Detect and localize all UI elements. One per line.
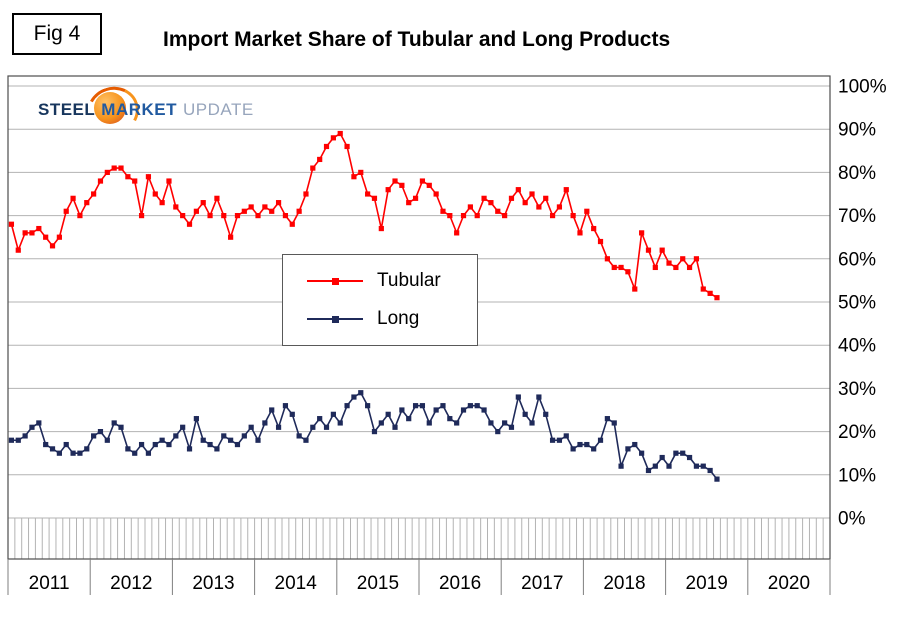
fig-label-box: Fig 4 <box>12 13 102 55</box>
svg-text:2018: 2018 <box>603 573 645 594</box>
chart-canvas: 2011 2012 2013 2014 2015 2016 2017 2018 2019 2020… <box>7 75 887 595</box>
legend-item-tubular: Tubular <box>307 270 477 292</box>
chart-area: 2011 2012 2013 2014 2015 2016 2017 2018 2019 2020… <box>0 62 897 622</box>
smu-logo: STEEL MARKET UPDATE <box>38 92 254 128</box>
svg-text:2017: 2017 <box>521 573 563 594</box>
svg-text:20%: 20% <box>838 422 876 443</box>
svg-text:2014: 2014 <box>275 573 318 594</box>
svg-text:10%: 10% <box>838 465 876 486</box>
svg-text:2012: 2012 <box>110 573 152 594</box>
chart-legend: Tubular Long <box>282 254 478 346</box>
tubular-line-marker-icon <box>307 278 363 285</box>
legend-item-long: Long <box>307 308 477 330</box>
logo-text-update: UPDATE <box>183 100 254 119</box>
svg-text:80%: 80% <box>838 163 876 184</box>
fig-label: Fig 4 <box>33 22 81 45</box>
svg-text:60%: 60% <box>838 249 876 270</box>
svg-text:2020: 2020 <box>768 573 810 594</box>
logo-swirl-icon <box>94 92 126 124</box>
logo-text-market: MARKET <box>101 100 178 119</box>
svg-text:90%: 90% <box>838 120 876 141</box>
svg-text:100%: 100% <box>838 77 887 98</box>
svg-text:30%: 30% <box>838 379 876 400</box>
legend-label-tubular: Tubular <box>377 270 441 291</box>
chart-title: Import Market Share of Tubular and Long … <box>163 28 671 51</box>
long-line-marker-icon <box>307 316 363 323</box>
legend-label-long: Long <box>377 308 420 329</box>
logo-text-steel: STEEL <box>38 100 96 119</box>
svg-text:2016: 2016 <box>439 573 481 594</box>
svg-text:2015: 2015 <box>357 573 399 594</box>
svg-text:2019: 2019 <box>686 573 728 594</box>
svg-text:2011: 2011 <box>29 573 70 594</box>
svg-text:50%: 50% <box>838 293 876 314</box>
svg-text:2013: 2013 <box>192 573 234 594</box>
svg-text:40%: 40% <box>838 336 876 357</box>
svg-text:70%: 70% <box>838 206 876 227</box>
svg-text:0%: 0% <box>838 509 866 530</box>
